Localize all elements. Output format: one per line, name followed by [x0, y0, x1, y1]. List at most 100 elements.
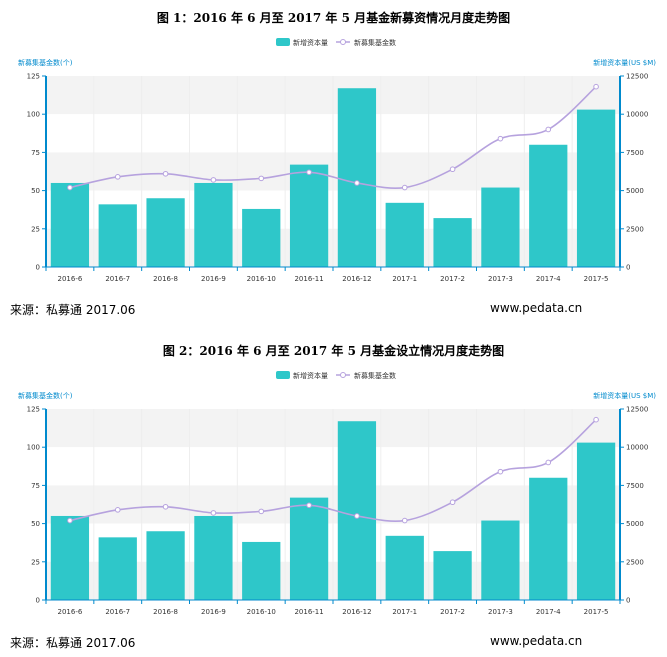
- chart-title: 图 2：2016 年 6 月至 2017 年 5 月基金设立情况月度走势图: [162, 344, 505, 358]
- bar-2017-4: [529, 477, 568, 600]
- point-2017-3: [497, 468, 504, 475]
- left-tick-label: 50: [31, 187, 40, 195]
- point-2016-12: [354, 180, 360, 186]
- legend-label: 新增资本量: [293, 38, 328, 47]
- point-2017-5: [593, 83, 599, 90]
- bar-2017-2: [433, 218, 472, 267]
- x-tick-label: 2017-3: [488, 275, 513, 283]
- right-tick-label: 2500: [626, 225, 644, 233]
- bar-2016-10: [242, 208, 281, 267]
- bar-2017-4: [529, 144, 568, 267]
- bar-2016-7: [98, 537, 137, 600]
- x-tick-label: 2016-11: [294, 608, 323, 616]
- point-2017-2: [449, 166, 456, 173]
- right-axis-title: 新增资本量(US $M): [593, 58, 656, 67]
- right-tick-label: 10000: [626, 111, 648, 119]
- left-tick-label: 25: [31, 225, 40, 233]
- right-tick-label: 0: [626, 264, 630, 272]
- x-tick-label: 2016-10: [247, 275, 276, 283]
- x-tick-label: 2017-5: [584, 275, 609, 283]
- bar-2017-5: [576, 442, 616, 600]
- right-axis-title: 新增资本量(US $M): [593, 391, 656, 400]
- right-tick-label: 5000: [626, 187, 644, 195]
- right-tick-label: 2500: [626, 558, 644, 566]
- right-tick-label: 0: [626, 597, 630, 605]
- bar-2017-3: [481, 520, 520, 600]
- legend-label: 新募集基金数: [354, 371, 396, 380]
- left-tick-label: 75: [31, 482, 40, 490]
- point-2016-7: [114, 174, 121, 180]
- chart-title: 图 1：2016 年 6 月至 2017 年 5 月基金新募资情况月度走势图: [156, 11, 511, 25]
- left-tick-label: 50: [31, 520, 40, 528]
- x-tick-label: 2017-1: [392, 608, 417, 616]
- point-2016-7: [114, 507, 121, 513]
- x-tick-label: 2017-4: [536, 608, 561, 616]
- left-tick-label: 100: [27, 444, 40, 452]
- website-url[interactable]: www.pedata.cn: [490, 634, 583, 648]
- x-tick-label: 2016-6: [58, 608, 83, 616]
- x-tick-label: 2017-4: [536, 275, 561, 283]
- bar-2016-8: [146, 531, 185, 600]
- bar-2017-1: [385, 202, 424, 267]
- right-tick-label: 10000: [626, 444, 648, 452]
- point-2016-9: [210, 177, 217, 183]
- x-tick-label: 2016-8: [153, 608, 178, 616]
- point-2017-1: [401, 184, 408, 191]
- point-2017-4: [545, 126, 552, 133]
- right-tick-label: 7500: [626, 149, 644, 157]
- left-tick-label: 125: [27, 406, 40, 414]
- left-tick-label: 125: [27, 73, 40, 81]
- x-tick-label: 2016-7: [105, 275, 130, 283]
- bar-2016-7: [98, 204, 137, 267]
- x-tick-label: 2016-6: [58, 275, 83, 283]
- point-2017-5: [593, 416, 599, 423]
- legend-bar-swatch: [276, 38, 290, 46]
- x-tick-label: 2017-2: [440, 608, 465, 616]
- point-2016-6: [67, 517, 73, 524]
- bar-2017-2: [433, 551, 472, 600]
- point-2016-9: [210, 510, 217, 516]
- chart-block-2: 图 2：2016 年 6 月至 2017 年 5 月基金设立情况月度走势图 新增…: [0, 333, 667, 657]
- point-2017-4: [545, 459, 552, 466]
- bar-2017-1: [385, 535, 424, 600]
- point-2016-8: [162, 170, 169, 177]
- left-axis-title: 新募集基金数(个): [18, 391, 73, 400]
- bar-2017-5: [576, 109, 616, 267]
- legend-label: 新增资本量: [293, 371, 328, 380]
- point-2016-11: [306, 169, 312, 176]
- point-2017-3: [497, 135, 504, 142]
- legend-label: 新募集基金数: [354, 38, 396, 47]
- x-tick-label: 2016-11: [294, 275, 323, 283]
- website-url[interactable]: www.pedata.cn: [490, 301, 583, 315]
- bar-2016-6: [50, 182, 90, 267]
- x-tick-label: 2016-7: [105, 608, 130, 616]
- x-tick-label: 2017-5: [584, 608, 609, 616]
- point-2017-1: [401, 517, 408, 524]
- left-tick-label: 75: [31, 149, 40, 157]
- source-note: 来源：私募通 2017.06: [10, 636, 136, 650]
- left-tick-label: 100: [27, 111, 40, 119]
- point-2017-2: [449, 499, 456, 506]
- point-2016-11: [306, 502, 312, 509]
- left-tick-label: 25: [31, 558, 40, 566]
- point-2016-10: [258, 508, 265, 515]
- legend-line-marker: [340, 39, 346, 45]
- x-tick-label: 2016-9: [201, 608, 226, 616]
- right-tick-label: 5000: [626, 520, 644, 528]
- point-2016-12: [354, 513, 360, 519]
- bar-2016-11: [289, 164, 329, 267]
- left-axis-title: 新募集基金数(个): [18, 58, 73, 67]
- bar-2016-6: [50, 515, 90, 600]
- bar-2016-10: [242, 541, 281, 600]
- bar-2016-12: [337, 421, 377, 600]
- x-tick-label: 2017-1: [392, 275, 417, 283]
- x-tick-label: 2016-12: [342, 608, 371, 616]
- source-note: 来源：私募通 2017.06: [10, 303, 136, 317]
- x-tick-label: 2017-3: [488, 608, 513, 616]
- x-tick-label: 2017-2: [440, 275, 465, 283]
- bar-2016-11: [289, 497, 329, 600]
- series-line-new-funds: [69, 86, 597, 189]
- chart-block-1: 图 1：2016 年 6 月至 2017 年 5 月基金新募资情况月度走势图 新…: [10, 11, 656, 317]
